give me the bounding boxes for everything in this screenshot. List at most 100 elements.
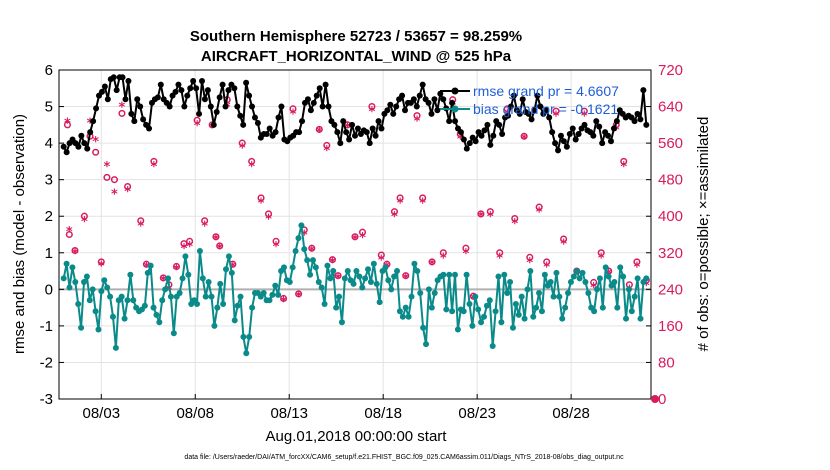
obs-possible-marker	[543, 258, 551, 266]
rmse-point	[75, 143, 82, 150]
obs-possible-marker	[315, 125, 323, 133]
bias-point	[304, 257, 311, 264]
bias-point	[75, 300, 82, 307]
obs-possible-marker	[419, 194, 427, 202]
rmse-point	[98, 88, 105, 95]
rmse-point	[369, 125, 376, 132]
rmse-point	[387, 101, 394, 108]
bias-point	[562, 304, 569, 311]
obs-assimilated-marker: *	[213, 233, 220, 248]
rmse-point	[310, 99, 317, 106]
rmse-point	[263, 130, 270, 137]
y-tick-label: 6	[45, 62, 53, 79]
bias-point	[336, 293, 343, 300]
rmse-point	[316, 85, 323, 92]
obs-assimilated-marker: *	[462, 247, 469, 262]
obs-possible-marker	[264, 210, 273, 218]
bias-point	[466, 300, 473, 307]
rmse-point	[319, 103, 326, 110]
bias-point	[451, 271, 458, 278]
obs-possible-marker	[526, 253, 534, 261]
chart-subtitle: AIRCRAFT_HORIZONTAL_WIND @ 525 hPa	[201, 48, 512, 65]
bias-point	[579, 269, 586, 276]
bias-point	[260, 289, 267, 296]
rmse-point	[613, 118, 620, 125]
x-tick-label: 08/08	[176, 405, 214, 422]
rmse-point	[78, 132, 85, 139]
bias-point	[582, 279, 589, 286]
bias-point	[373, 280, 380, 287]
bias-point	[170, 330, 177, 337]
obs-possible-marker	[289, 105, 297, 113]
bias-point	[234, 302, 241, 309]
bias-point	[570, 273, 577, 280]
y-tick-label: -1	[40, 318, 53, 335]
rmse-point	[222, 103, 229, 110]
obs-assimilated-marker: *	[181, 242, 188, 257]
bias-point	[631, 293, 638, 300]
obs-assimilated-marker: *	[613, 123, 620, 138]
obs-possible-marker	[486, 208, 494, 216]
obs-possible-marker	[238, 139, 246, 147]
obs-possible-marker	[124, 182, 132, 191]
rmse-point	[402, 107, 409, 114]
bias-point	[341, 275, 348, 282]
obs-possible-marker	[413, 112, 421, 120]
bias-point	[414, 268, 421, 275]
bias-point	[492, 308, 499, 315]
bias-point	[623, 315, 630, 322]
obs-possible-marker	[580, 107, 588, 115]
bias-point	[101, 277, 108, 284]
obs-assimilated-marker: *	[419, 197, 426, 212]
obs-possible-marker	[328, 256, 336, 264]
obs-assimilated-marker: *	[402, 272, 409, 287]
obs-possible-marker	[172, 262, 181, 271]
rmse-point	[90, 118, 97, 125]
rmse-point	[213, 109, 220, 116]
rmse-point	[546, 114, 553, 121]
rmse-point	[137, 103, 144, 110]
legend-bias-marker	[451, 105, 459, 113]
bias-point	[179, 275, 186, 282]
obs-possible-marker	[295, 290, 303, 298]
obs-possible-marker	[560, 235, 568, 243]
bias-point	[246, 333, 253, 340]
obs-possible-marker	[65, 230, 73, 239]
y-right-tick-label: 240	[658, 281, 683, 298]
obs-assimilated-marker: *	[280, 295, 287, 310]
y-axis-label: rmse and bias (model - observation)	[11, 114, 28, 354]
rmse-point	[346, 136, 353, 143]
obs-assimilated-marker: *	[323, 144, 330, 159]
obs-possible-marker	[280, 294, 288, 303]
bias-point	[318, 284, 325, 291]
rmse-point	[187, 85, 194, 92]
bias-point	[567, 279, 574, 286]
bias-point	[486, 297, 493, 304]
obs-assimilated-marker: *	[581, 110, 588, 125]
x-tick-label: 08/13	[270, 405, 308, 422]
rmse-point	[249, 103, 256, 110]
bias-point	[515, 311, 522, 318]
legend-rmse-label: rmse grand pr = 4.6607	[473, 83, 619, 99]
bias-point	[72, 279, 79, 286]
bias-point	[269, 291, 276, 298]
rmse-point	[204, 87, 211, 94]
rmse-point	[349, 121, 356, 128]
rmse-point	[581, 121, 588, 128]
rmse-point	[593, 118, 600, 125]
obs-possible-marker	[118, 109, 126, 117]
rmse-point	[131, 118, 138, 125]
rmse-point	[313, 92, 320, 99]
bias-point	[176, 289, 183, 296]
rmse-point	[104, 96, 111, 103]
legend-rmse-marker	[451, 87, 459, 95]
rmse-point	[266, 125, 273, 132]
footnote: data file: /Users/raeder/DAI/ATM_forcXX/…	[184, 454, 624, 461]
obs-assimilated-marker: *	[194, 119, 201, 134]
bias-point	[483, 302, 490, 309]
rmse-point	[128, 110, 135, 117]
obs-assimilated-marker: *	[429, 258, 436, 273]
bias-point	[162, 286, 169, 293]
bias-point	[489, 342, 496, 349]
bias-point	[449, 308, 456, 315]
